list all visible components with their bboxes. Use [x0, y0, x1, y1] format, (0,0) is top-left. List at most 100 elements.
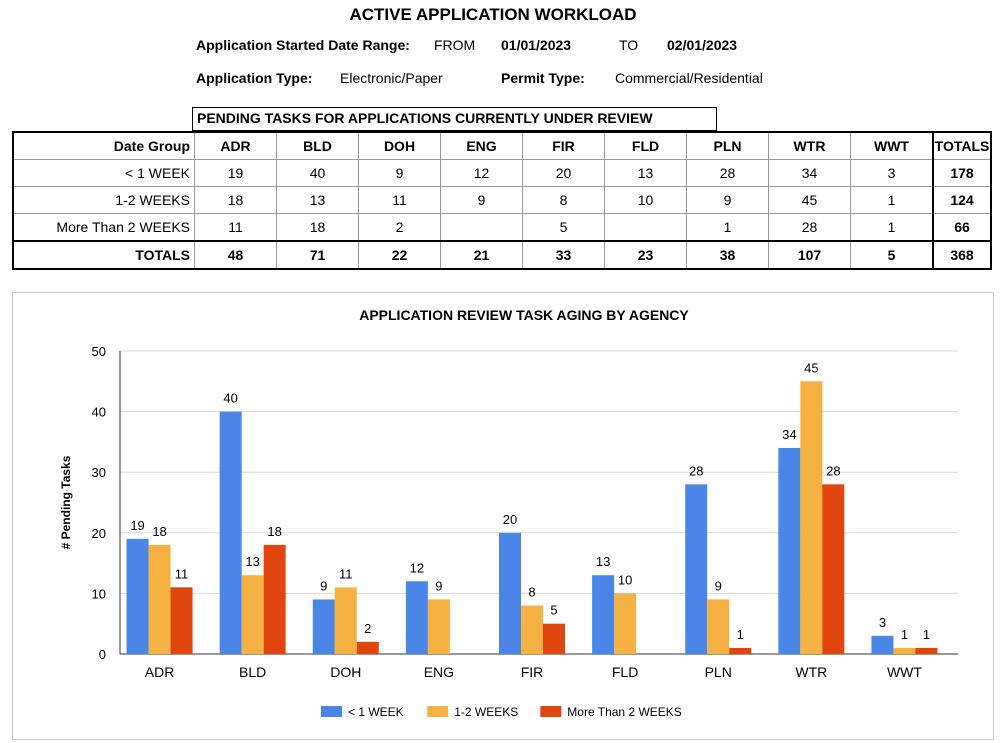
data-label: 9: [435, 578, 442, 593]
y-tick-label: 30: [92, 465, 106, 480]
data-label: 10: [618, 572, 632, 587]
bar: [685, 484, 708, 654]
header-wwt: WWT: [850, 132, 933, 160]
table-cell: 107: [768, 240, 851, 269]
legend-label: More Than 2 WEEKS: [567, 705, 682, 719]
date-range-row: Application Started Date Range:: [196, 37, 410, 53]
bar: [148, 544, 171, 654]
bar: [334, 587, 357, 654]
data-label: 20: [503, 512, 517, 527]
row-label: 1-2 WEEKS: [13, 186, 195, 214]
x-tick-label: WWT: [887, 664, 922, 680]
bar: [405, 581, 428, 654]
x-tick-label: FIR: [521, 664, 544, 680]
table-cell: 66: [932, 213, 991, 241]
bar: [915, 647, 938, 654]
x-tick-label: ENG: [424, 664, 454, 680]
row-label: TOTALS: [13, 240, 195, 269]
permit-type-label: Permit Type:: [501, 70, 585, 86]
table-row: 1-2 WEEKS 18 13 11 9 8 10 9 45 1 124: [13, 186, 991, 214]
table-cell: [440, 213, 523, 241]
table-cell: 5: [522, 213, 605, 241]
bar: [800, 381, 823, 654]
app-type-value: Electronic/Paper: [340, 70, 443, 86]
legend-label: < 1 WEEK: [348, 705, 404, 719]
table-cell: 9: [358, 159, 441, 187]
x-tick-label: ADR: [145, 664, 175, 680]
row-label: < 1 WEEK: [13, 159, 195, 187]
data-label: 8: [528, 585, 535, 600]
y-tick-label: 50: [92, 344, 106, 359]
table-cell: 20: [522, 159, 605, 187]
table-banner: PENDING TASKS FOR APPLICATIONS CURRENTLY…: [192, 107, 717, 131]
table-cell: 10: [604, 186, 687, 214]
data-label: 11: [175, 566, 189, 581]
header-totals: TOTALS: [932, 132, 991, 160]
data-label: 34: [782, 427, 796, 442]
header-bld: BLD: [276, 132, 359, 160]
table-cell: 33: [522, 240, 605, 269]
table-cell: 40: [276, 159, 359, 187]
data-label: 2: [364, 621, 371, 636]
y-tick-label: 10: [92, 586, 106, 601]
table-cell: 13: [276, 186, 359, 214]
y-tick-label: 40: [92, 405, 106, 420]
bar: [729, 647, 752, 654]
table-row: TOTALS 48 71 22 21 33 23 38 107 5 368: [13, 240, 991, 269]
table-cell: 9: [686, 186, 769, 214]
data-label: 45: [804, 360, 818, 375]
from-label: FROM: [434, 37, 476, 53]
date-range-label: Application Started Date Range:: [196, 37, 410, 53]
pending-tasks-table: Date Group ADR BLD DOH ENG FIR FLD PLN WTR WWT TOT…: [12, 131, 992, 270]
chart-panel: APPLICATION REVIEW TASK AGING BY AGENCY 0…: [12, 292, 994, 740]
x-tick-label: WTR: [795, 664, 827, 680]
data-label: 9: [715, 578, 722, 593]
data-label: 5: [550, 603, 557, 618]
app-type-label: Application Type:: [196, 70, 313, 86]
table-header-row: Date Group ADR BLD DOH ENG FIR FLD PLN WTR WWT TOT…: [13, 132, 991, 160]
header-fir: FIR: [522, 132, 605, 160]
data-label: 1: [737, 627, 744, 642]
table-row: More Than 2 WEEKS 11 18 2 5 1 28 1 66: [13, 213, 991, 241]
table-cell: 23: [604, 240, 687, 269]
row-label: More Than 2 WEEKS: [13, 213, 195, 241]
table-cell: [604, 213, 687, 241]
header-pln: PLN: [686, 132, 769, 160]
table-cell: 178: [932, 159, 991, 187]
x-tick-label: BLD: [239, 664, 266, 680]
bar: [312, 599, 335, 654]
table-cell: 45: [768, 186, 851, 214]
bar: [822, 484, 845, 654]
table-cell: 9: [440, 186, 523, 214]
bar: [126, 538, 149, 654]
bar: [778, 447, 801, 654]
bar: [263, 544, 286, 654]
x-tick-label: FLD: [612, 664, 638, 680]
permit-type-value: Commercial/Residential: [615, 70, 763, 86]
table-cell: 48: [194, 240, 277, 269]
header-date-group: Date Group: [113, 138, 190, 154]
to-date: 02/01/2023: [667, 37, 738, 53]
legend-label: 1-2 WEEKS: [454, 705, 518, 719]
table-cell: 5: [850, 240, 933, 269]
table-cell: 34: [768, 159, 851, 187]
y-axis-label: # Pending Tasks: [59, 455, 73, 549]
table-cell: 18: [276, 213, 359, 241]
bar: [499, 532, 521, 654]
aging-bar-chart: APPLICATION REVIEW TASK AGING BY AGENCY 0…: [59, 307, 958, 719]
from-date: 01/01/2023: [501, 37, 572, 53]
legend-swatch: [540, 706, 562, 717]
y-tick-label: 0: [99, 647, 106, 662]
data-label: 12: [410, 560, 424, 575]
bar: [543, 623, 565, 654]
table-cell: 19: [194, 159, 277, 187]
table-cell: 28: [768, 213, 851, 241]
table-cell: 21: [440, 240, 523, 269]
bar: [592, 575, 615, 654]
table-cell: 8: [522, 186, 605, 214]
legend-swatch: [321, 706, 342, 717]
table-cell: 71: [276, 240, 359, 269]
bar: [241, 575, 264, 654]
report-title: ACTIVE APPLICATION WORKLOAD: [349, 5, 637, 24]
data-label: 28: [826, 463, 840, 478]
